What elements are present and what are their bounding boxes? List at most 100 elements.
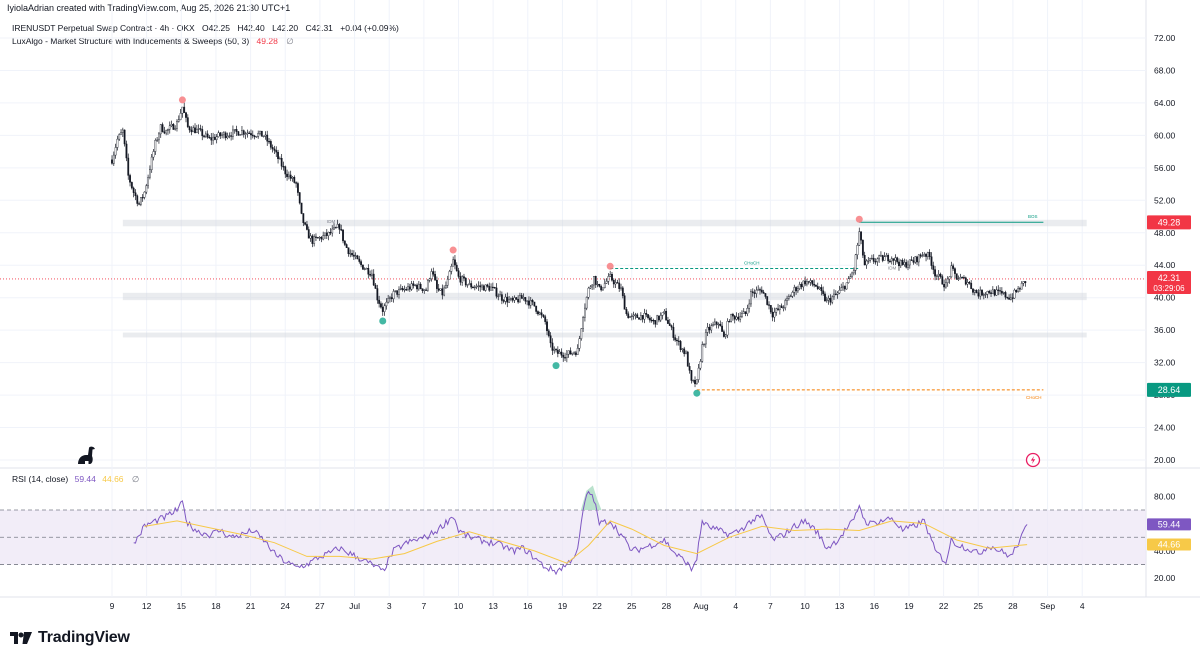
time-tick-label: Sep	[1040, 601, 1055, 611]
candle-body	[576, 348, 579, 355]
swing-low-marker	[552, 362, 560, 370]
candle-body	[874, 261, 877, 263]
candle-body	[551, 342, 554, 351]
candle-body	[259, 130, 261, 134]
candle-body	[284, 166, 287, 175]
rsi-pane	[0, 485, 1146, 576]
candle-body	[975, 290, 978, 294]
candle-body	[746, 308, 749, 314]
candle-body	[807, 281, 810, 283]
candle-body	[899, 260, 902, 267]
candle-body	[699, 361, 702, 369]
candle-body	[389, 297, 391, 299]
candle-body	[694, 379, 696, 385]
candle-body	[520, 295, 523, 299]
time-tick-label: 27	[315, 601, 325, 611]
candle-body	[129, 175, 131, 183]
candle-body	[901, 260, 904, 265]
candle-body	[919, 254, 922, 257]
time-axis[interactable]: 9 12 15 18 21 24 27 Jul 3 7 10 13 16 19 22 25 28 Aug 4 7 10 1…	[110, 601, 1085, 611]
candle-body	[609, 274, 612, 277]
candle-body	[176, 121, 178, 129]
chart-credit: IyiolaAdrian created with TradingView.co…	[7, 3, 291, 13]
candle-body	[834, 293, 837, 296]
candle-body	[208, 137, 211, 139]
candle-body	[419, 283, 422, 289]
price-tick-label: 20.00	[1154, 455, 1176, 465]
candle-body	[751, 291, 754, 293]
candle-body	[147, 176, 149, 186]
candle-body	[824, 293, 826, 302]
candle-body	[872, 257, 875, 262]
candle-body	[813, 283, 816, 286]
candle-body	[614, 282, 617, 285]
candle-body	[578, 338, 581, 349]
candle-body	[287, 174, 290, 178]
price-tick-label: 24.00	[1154, 423, 1176, 433]
candle-body	[688, 366, 691, 371]
candle-body	[461, 276, 464, 283]
candle-body	[150, 156, 153, 170]
candle-body	[383, 305, 386, 312]
rsi-suffix: ∅	[131, 474, 140, 484]
choch-up-label: CHoCH	[744, 260, 760, 265]
candle-body	[436, 279, 438, 289]
candle-body	[334, 227, 337, 229]
candle-body	[403, 289, 406, 291]
symbol-title[interactable]: IRENUSDT Perpetual Swap Contract · 4h · …	[12, 23, 195, 33]
candle-body	[338, 224, 341, 230]
candle-body	[378, 299, 381, 304]
candle-body	[771, 311, 774, 318]
candle-body	[555, 348, 557, 351]
candle-body	[816, 286, 819, 289]
candle-body	[883, 256, 886, 261]
candle-body	[865, 260, 868, 266]
candle-body	[963, 277, 965, 279]
candle-body	[302, 213, 305, 223]
candle-body	[491, 286, 494, 289]
time-tick-label: 13	[835, 601, 845, 611]
candle-body	[569, 350, 572, 355]
candle-body	[535, 305, 538, 312]
candle-body	[414, 284, 417, 287]
candle-body	[605, 281, 608, 284]
candle-body	[739, 316, 742, 320]
candle-body	[127, 157, 130, 176]
candle-body	[511, 298, 514, 301]
tradingview-logo[interactable]: TradingView	[10, 628, 130, 648]
candle-body	[560, 351, 563, 356]
candle-body	[407, 286, 409, 290]
candle-body	[441, 288, 444, 296]
candle-body	[306, 224, 308, 230]
candle-body	[445, 285, 447, 289]
candle-body	[212, 136, 214, 141]
time-tick-label: Jul	[349, 601, 360, 611]
time-tick-label: 7	[768, 601, 773, 611]
idm-label-1: IDM	[327, 219, 336, 224]
price-axis[interactable]: 72.00 68.00 64.00 60.00 56.00 52.00 48.00 44.00…	[1154, 33, 1176, 583]
indicator-title[interactable]: LuxAlgo - Market Structure with Induceme…	[12, 36, 250, 46]
candle-body	[957, 278, 960, 280]
candle-body	[479, 285, 482, 288]
time-tick-label: 3	[387, 601, 392, 611]
candle-body	[141, 197, 144, 199]
candle-body	[524, 297, 527, 302]
time-tick-label: 19	[904, 601, 914, 611]
candle-body	[251, 134, 254, 137]
candle-body	[233, 129, 236, 131]
lightning-icon[interactable]	[1025, 452, 1041, 468]
candle-body	[513, 297, 516, 301]
candle-body	[213, 136, 216, 140]
rsi-title[interactable]: RSI (14, close)	[12, 474, 69, 484]
candle-body	[325, 232, 328, 236]
tag-rsi-ma-label: 44.66	[1158, 540, 1181, 550]
candle-body	[248, 132, 251, 134]
candle-body	[833, 293, 835, 298]
candle-body	[990, 292, 992, 294]
candle-body	[773, 312, 776, 318]
candle-body	[755, 289, 758, 294]
structure-labels: BOS CHoCH CHoCH IDM IDM	[327, 214, 1042, 400]
indicator-value: 49.28	[256, 36, 278, 46]
